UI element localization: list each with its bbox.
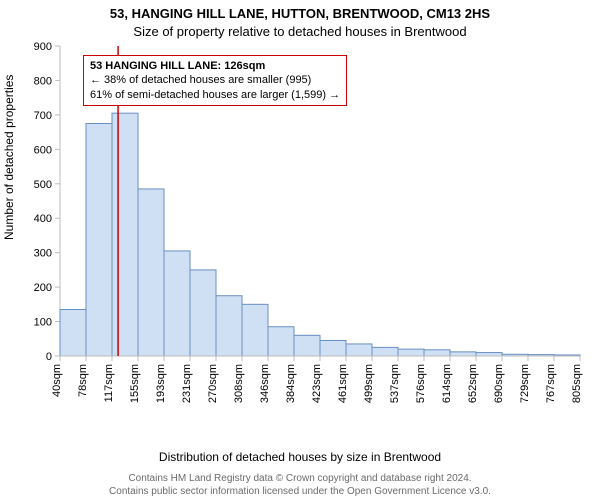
footer-line1: Contains HM Land Registry data © Crown c… <box>0 473 600 486</box>
svg-text:690sqm: 690sqm <box>493 364 505 403</box>
svg-text:155sqm: 155sqm <box>129 364 141 403</box>
svg-text:384sqm: 384sqm <box>285 364 297 403</box>
svg-text:300: 300 <box>34 248 52 260</box>
svg-text:200: 200 <box>34 282 52 294</box>
chart-title: 53, HANGING HILL LANE, HUTTON, BRENTWOOD… <box>0 6 600 21</box>
svg-text:576sqm: 576sqm <box>415 364 427 403</box>
svg-text:729sqm: 729sqm <box>519 364 531 403</box>
svg-text:614sqm: 614sqm <box>441 364 453 403</box>
svg-text:423sqm: 423sqm <box>311 364 323 403</box>
svg-text:78sqm: 78sqm <box>77 364 89 397</box>
x-axis-label: Distribution of detached houses by size … <box>0 450 600 464</box>
chart-subtitle: Size of property relative to detached ho… <box>0 24 600 39</box>
svg-text:537sqm: 537sqm <box>389 364 401 403</box>
annotation-box: 53 HANGING HILL LANE: 126sqm ← 38% of de… <box>83 55 347 106</box>
svg-text:800: 800 <box>34 75 52 87</box>
svg-text:193sqm: 193sqm <box>155 364 167 403</box>
footer-text: Contains HM Land Registry data © Crown c… <box>0 473 600 498</box>
annotation-line1: 53 HANGING HILL LANE: 126sqm <box>90 59 340 73</box>
svg-text:40sqm: 40sqm <box>51 364 63 397</box>
svg-text:400: 400 <box>34 213 52 225</box>
svg-text:767sqm: 767sqm <box>545 364 557 403</box>
footer-line2: Contains public sector information licen… <box>0 486 600 499</box>
svg-text:100: 100 <box>34 317 52 329</box>
svg-text:805sqm: 805sqm <box>571 364 583 403</box>
svg-text:0: 0 <box>46 351 52 363</box>
svg-text:461sqm: 461sqm <box>337 364 349 403</box>
svg-text:270sqm: 270sqm <box>207 364 219 403</box>
annotation-line3: 61% of semi-detached houses are larger (… <box>90 88 340 102</box>
svg-text:652sqm: 652sqm <box>467 364 479 403</box>
svg-text:700: 700 <box>34 110 52 122</box>
svg-text:308sqm: 308sqm <box>233 364 245 403</box>
svg-text:231sqm: 231sqm <box>181 364 193 403</box>
annotation-line2: ← 38% of detached houses are smaller (99… <box>90 73 340 87</box>
y-axis-label: Number of detached properties <box>2 75 16 240</box>
svg-text:500: 500 <box>34 179 52 191</box>
svg-text:900: 900 <box>34 41 52 53</box>
svg-text:346sqm: 346sqm <box>259 364 271 403</box>
svg-text:117sqm: 117sqm <box>103 364 115 402</box>
svg-text:600: 600 <box>34 144 52 156</box>
svg-text:499sqm: 499sqm <box>363 364 375 403</box>
